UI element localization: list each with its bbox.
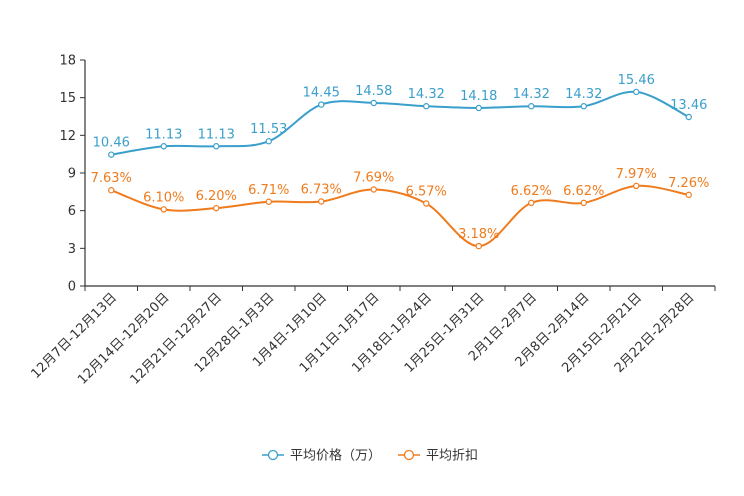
data-point [528, 103, 535, 110]
y-tick-label: 15 [59, 91, 76, 106]
data-label: 14.45 [303, 86, 340, 101]
data-label: 14.32 [513, 87, 550, 102]
legend-marker-icon [403, 449, 415, 461]
data-point [685, 191, 692, 199]
data-point [370, 186, 377, 193]
data-label: 11.53 [250, 122, 287, 137]
data-label: 7.63% [91, 171, 132, 186]
data-label: 6.62% [563, 184, 604, 199]
data-label: 14.32 [565, 87, 602, 102]
legend-label: 平均价格（万） [290, 448, 381, 464]
data-point [265, 138, 272, 145]
data-label: 15.46 [618, 73, 655, 88]
data-label: 14.18 [460, 89, 497, 104]
data-label: 7.69% [353, 170, 394, 185]
data-point [475, 242, 482, 250]
y-tick-label: 6 [68, 204, 76, 219]
legend-label: 平均折扣 [426, 449, 478, 464]
data-point [213, 143, 220, 150]
data-point [318, 101, 325, 108]
data-point [633, 88, 640, 96]
data-point [685, 113, 692, 121]
data-label: 6.57% [406, 185, 447, 200]
data-point [265, 198, 272, 205]
data-label: 3.18% [458, 227, 499, 242]
y-tick-label: 18 [59, 54, 76, 69]
y-tick-label: 0 [68, 280, 76, 295]
y-tick-label: 12 [59, 129, 76, 144]
data-point [528, 199, 535, 207]
data-label: 11.13 [145, 127, 182, 142]
data-label: 6.62% [511, 184, 552, 199]
y-tick-label: 9 [68, 167, 76, 182]
data-label: 6.10% [143, 190, 184, 205]
data-point [108, 151, 115, 158]
data-label: 6.20% [196, 189, 237, 204]
data-point [160, 143, 167, 150]
legend-marker-icon [267, 449, 279, 461]
data-point [580, 103, 587, 110]
data-point [633, 182, 640, 190]
data-label: 14.58 [355, 84, 392, 99]
x-category-label: 12月14日-12月20日 [75, 290, 172, 387]
data-label: 11.13 [198, 127, 235, 142]
data-label: 6.73% [301, 183, 342, 198]
data-point [160, 206, 167, 213]
data-label: 14.32 [408, 87, 445, 102]
data-label: 7.26% [668, 176, 709, 191]
data-label: 7.97% [616, 167, 657, 182]
series-line-0 [111, 90, 690, 156]
data-point [370, 99, 377, 107]
data-point [108, 187, 115, 194]
data-point [213, 204, 220, 212]
data-point [423, 103, 430, 110]
data-label: 13.46 [670, 98, 707, 113]
data-point [580, 199, 587, 207]
x-category-label: 12月21日-12月27日 [128, 290, 225, 387]
data-point [423, 200, 430, 207]
data-point [475, 104, 482, 112]
data-label: 10.46 [93, 136, 130, 151]
x-category-label: 12月7日-12月13日 [28, 290, 120, 382]
data-point [318, 198, 325, 205]
y-tick-label: 3 [68, 242, 76, 257]
data-label: 6.71% [248, 183, 289, 198]
